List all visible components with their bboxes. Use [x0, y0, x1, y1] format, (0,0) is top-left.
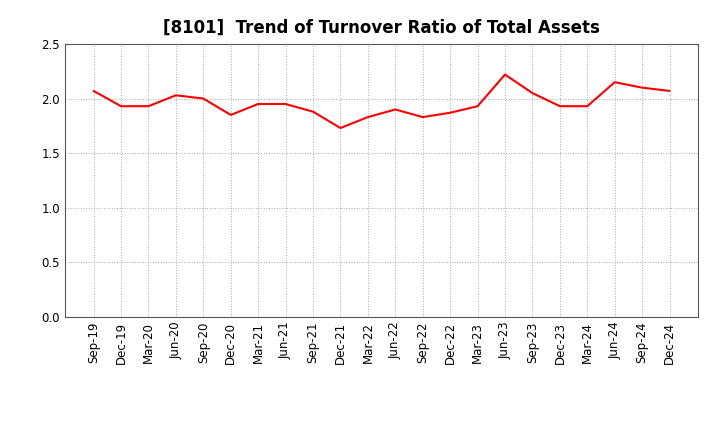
- Title: [8101]  Trend of Turnover Ratio of Total Assets: [8101] Trend of Turnover Ratio of Total …: [163, 19, 600, 37]
